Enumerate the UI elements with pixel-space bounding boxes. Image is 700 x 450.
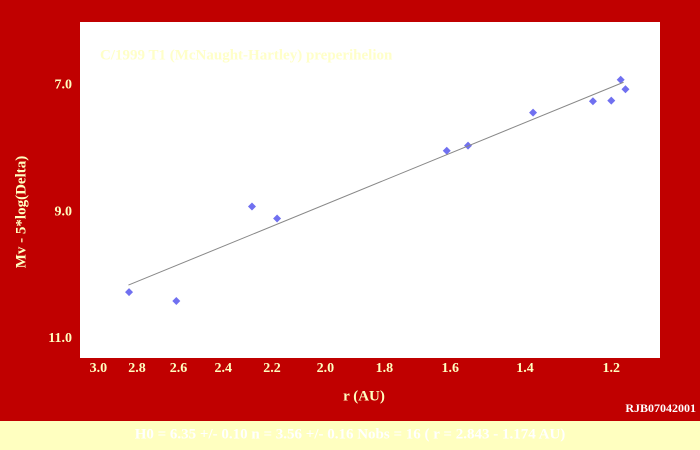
data-point [616, 75, 625, 84]
data-point [273, 214, 282, 223]
footer-text: H0 = 6.35 +/- 0.10 n = 3.56 +/- 0.16 Nob… [135, 426, 566, 442]
y-axis-label: Mv - 5*log(Delta) [13, 156, 29, 268]
data-point [247, 202, 256, 211]
x-axis-label: r (AU) [343, 388, 385, 404]
data-point [621, 85, 630, 94]
x-tick-label: 2.2 [263, 361, 281, 376]
y-tick-label: 11.0 [48, 331, 72, 346]
data-point [588, 97, 597, 106]
x-tick-label: 3.0 [90, 361, 108, 376]
data-point [442, 146, 451, 155]
x-tick-label: 1.6 [441, 361, 459, 376]
x-tick-label: 2.8 [128, 361, 146, 376]
credit: RJB07042001 [625, 401, 696, 415]
footer-band [0, 421, 700, 450]
y-tick-label: 9.0 [55, 204, 73, 219]
x-tick-label: 2.0 [317, 361, 335, 376]
chart-title: C/1999 T1 (McNaught-Hartley) preperiheli… [100, 47, 393, 63]
x-tick-label: 1.4 [516, 361, 534, 376]
y-tick-label: 7.0 [55, 78, 73, 93]
x-tick-label: 2.6 [170, 361, 188, 376]
plot-area [80, 22, 660, 358]
data-point [172, 296, 181, 305]
data-point [125, 288, 134, 297]
x-tick-label: 2.4 [215, 361, 233, 376]
data-point [529, 108, 538, 117]
fit-line [128, 81, 624, 286]
x-tick-label: 1.2 [603, 361, 621, 376]
data-point [607, 96, 616, 105]
x-tick-label: 1.8 [376, 361, 394, 376]
